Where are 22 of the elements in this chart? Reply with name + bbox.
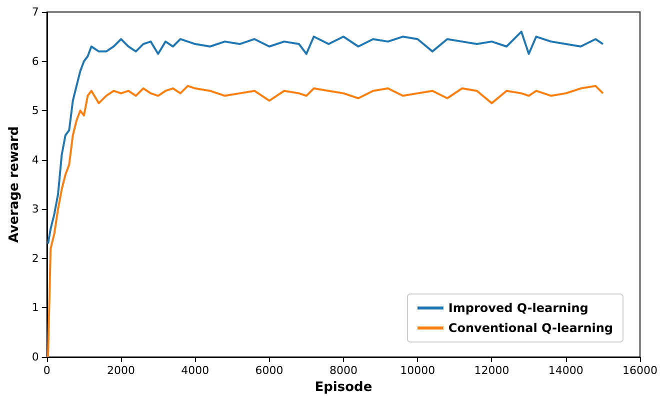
y-tick-label: 0 bbox=[32, 350, 39, 364]
x-tick-label: 0 bbox=[43, 364, 50, 377]
x-tick-label: 10000 bbox=[400, 364, 436, 377]
x-tick-label: 2000 bbox=[107, 364, 136, 377]
x-tick-label: 16000 bbox=[622, 364, 658, 377]
line-series bbox=[47, 30, 604, 245]
x-tick-label: 14000 bbox=[548, 364, 584, 377]
y-tick-label: 7 bbox=[32, 6, 39, 18]
x-tick-label: 8000 bbox=[329, 364, 358, 377]
y-tick-label: 4 bbox=[32, 153, 39, 166]
y-tick-label: 2 bbox=[32, 252, 39, 265]
x-tick-label: 4000 bbox=[181, 364, 210, 377]
x-tick-label: 6000 bbox=[255, 364, 284, 377]
x-tick-label: 12000 bbox=[474, 364, 510, 377]
y-tick-label: 1 bbox=[32, 301, 39, 314]
legend-label: Conventional Q-learning bbox=[448, 321, 614, 335]
x-axis-title: Episode bbox=[314, 380, 372, 395]
y-tick-label: 3 bbox=[32, 202, 39, 216]
y-axis-title: Average reward bbox=[7, 126, 22, 243]
y-tick-label: 6 bbox=[32, 54, 39, 68]
legend-label: Improved Q-learning bbox=[448, 301, 588, 315]
y-tick-label: 5 bbox=[32, 104, 39, 118]
